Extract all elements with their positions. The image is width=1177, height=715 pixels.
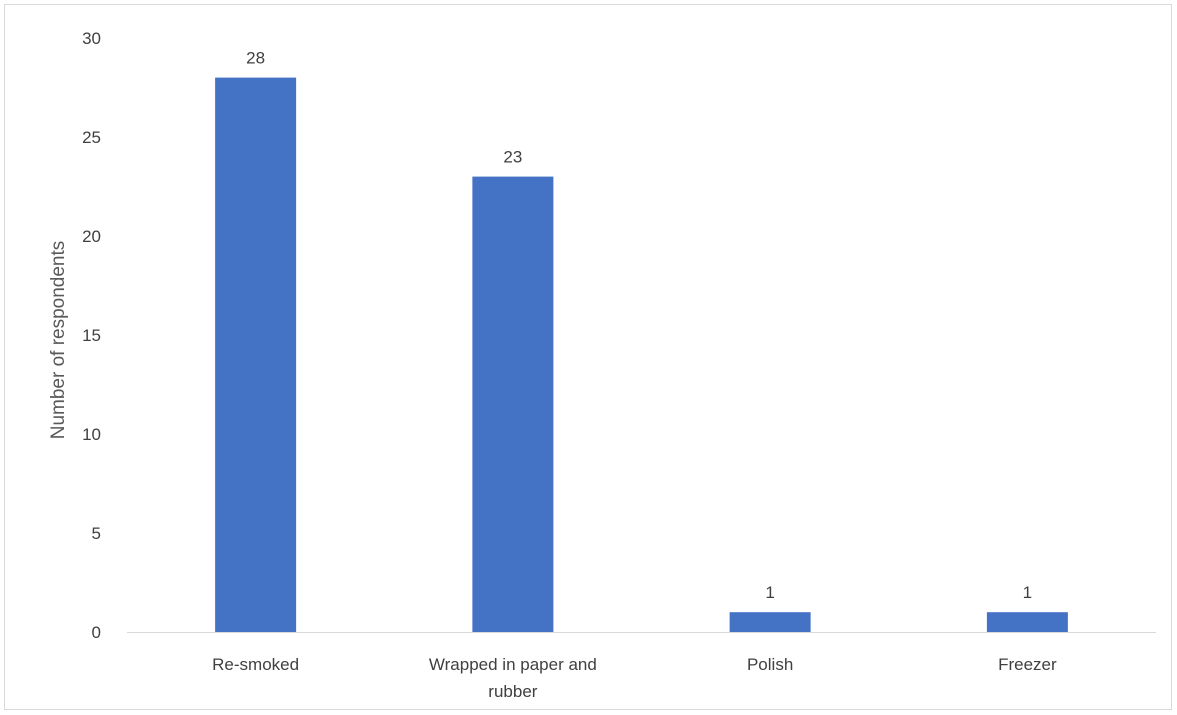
data-labels: 28 23 1 1 bbox=[246, 49, 1032, 603]
data-label: 23 bbox=[503, 148, 522, 167]
y-tick-label: 30 bbox=[82, 29, 101, 48]
category-label: Re-smoked bbox=[212, 655, 299, 674]
data-label: 1 bbox=[1023, 583, 1032, 602]
data-label: 28 bbox=[246, 49, 265, 68]
bars bbox=[215, 77, 1068, 633]
category-label: Wrapped in paper and rubber bbox=[429, 655, 597, 701]
y-tick-label: 15 bbox=[82, 326, 101, 345]
chart-frame bbox=[4, 4, 1172, 710]
bar bbox=[729, 612, 811, 632]
y-tick-label: 25 bbox=[82, 128, 101, 147]
category-label: Polish bbox=[747, 655, 793, 674]
y-tick-label: 10 bbox=[82, 425, 101, 444]
y-axis-ticks: 0 5 10 15 20 25 30 bbox=[82, 29, 101, 642]
bar bbox=[215, 77, 297, 633]
category-labels: Re-smoked Wrapped in paper and rubber Polis… bbox=[212, 655, 1057, 701]
y-tick-label: 20 bbox=[82, 227, 101, 246]
bar bbox=[986, 612, 1068, 632]
data-label: 1 bbox=[765, 583, 774, 602]
bar bbox=[472, 176, 554, 632]
y-tick-label: 0 bbox=[92, 623, 101, 642]
category-label: Freezer bbox=[998, 655, 1057, 674]
y-axis-title: Number of respondents bbox=[48, 241, 69, 440]
y-tick-label: 5 bbox=[92, 524, 101, 543]
